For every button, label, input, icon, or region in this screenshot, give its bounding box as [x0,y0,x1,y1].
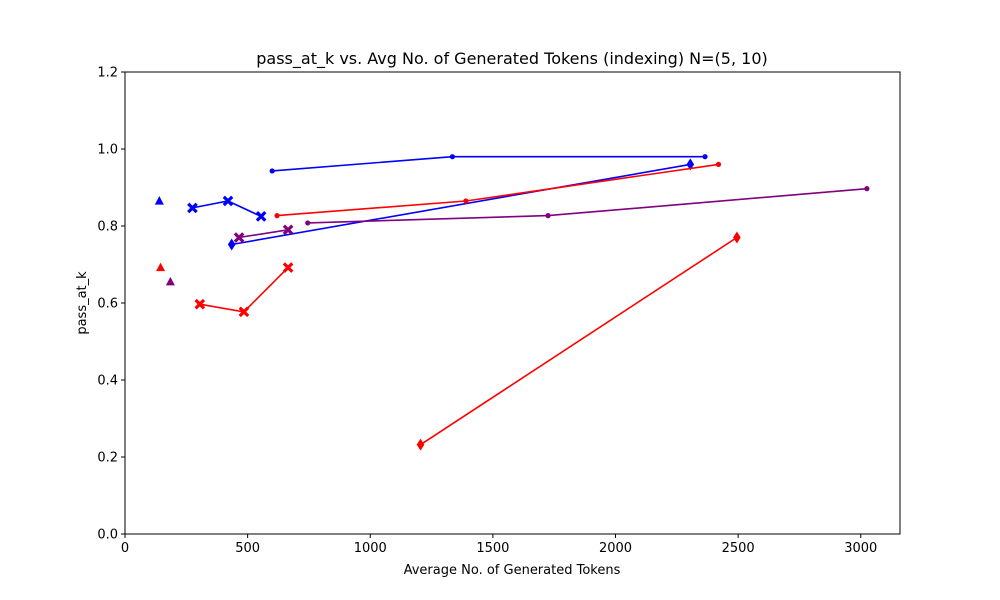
x-tick-label: 1500 [476,541,509,556]
data-point-x [222,195,234,207]
data-point-circle [715,161,722,167]
series-line [238,229,289,239]
data-point-diamond [733,231,741,244]
x-tick-label: 500 [235,541,260,556]
data-point-x [238,306,250,318]
data-point-triangle [156,262,166,272]
data-point-x [194,298,206,310]
data-point-x [187,202,198,214]
data-point-x [282,262,294,273]
data-point-circle [702,154,708,160]
y-tick-label: 0.0 [97,528,118,543]
y-tick-label: 1.0 [97,143,118,158]
data-point-circle [545,213,551,219]
series-line [199,267,289,313]
data-point-circle [269,168,275,174]
chart-title: pass_at_k vs. Avg No. of Generated Token… [256,49,767,69]
x-tick-label: 2000 [599,541,632,556]
y-tick-label: 1.2 [97,66,118,81]
data-point-x [282,224,294,236]
data-point-circle [274,213,280,219]
y-axis-label: pass_at_k [75,271,90,335]
data-point-triangle [165,276,175,286]
data-point-diamond [416,438,425,451]
data-point-triangle [154,195,164,205]
x-tick-label: 1000 [354,541,387,556]
y-tick-label: 0.6 [97,297,118,312]
y-tick-label: 0.8 [97,220,118,235]
plot-frame [124,71,901,535]
series-line [231,163,691,246]
series-line [277,163,719,217]
x-tick-label: 3000 [844,541,877,556]
y-tick-label: 0.4 [97,374,118,389]
data-point-circle [305,220,311,226]
series-line [272,155,705,172]
data-point-diamond [686,158,695,171]
x-tick-label: 0 [121,541,129,556]
data-point-x [255,211,267,222]
plot-area: 0 500 1000 1500 2000 2500 3000 0.0 0.2 0.4 0.6 0.8 1… [97,66,877,557]
x-tick-label: 2500 [722,541,755,556]
x-axis-label: Average No. of Generated Tokens [404,563,621,578]
y-tick-label: 0.2 [97,451,118,466]
data-point-x [233,232,245,243]
data-point-circle [864,186,870,192]
data-point-circle [449,154,456,160]
series-line [307,187,867,224]
series-line [420,236,738,446]
data-point-circle [463,198,469,204]
data-point-diamond [227,238,236,251]
